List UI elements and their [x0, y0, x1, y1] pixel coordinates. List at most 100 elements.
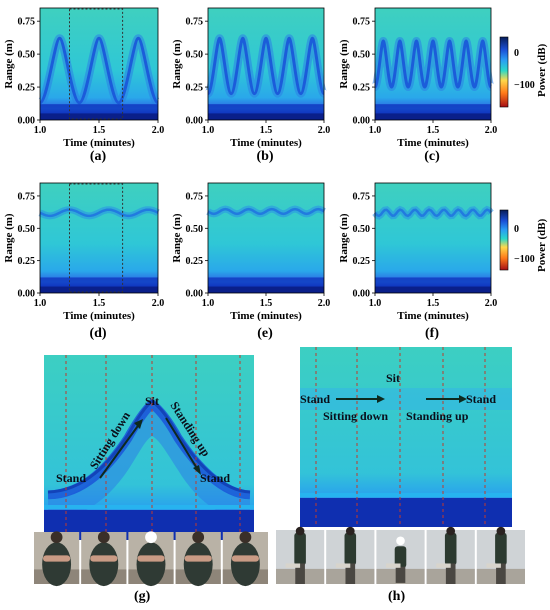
photo-frame [128, 531, 174, 587]
person-torso [344, 532, 357, 566]
person-legs [395, 566, 406, 583]
panel-f-xlabel: Time (minutes) [397, 310, 469, 322]
chair [436, 563, 451, 568]
person-head [192, 531, 205, 544]
panel-d-floor-dark [40, 286, 158, 293]
panel-g-arrow-down [165, 417, 199, 471]
panel-h-label-sitting-down: Sitting down [323, 409, 388, 423]
panel-b-floor-dark [208, 113, 324, 120]
panel-e-heatmap [208, 183, 324, 293]
panel-e-ytick-label: 0.00 [186, 289, 204, 300]
panel-f: 1.0 1.5 2.0 0.00 0.25 0.50 0.75 Time (minutes) R… [338, 182, 498, 341]
photo-frame [276, 526, 325, 584]
panel-c-xlabel: Time (minutes) [397, 137, 469, 149]
panel-f-band [374, 208, 492, 218]
person-arms [137, 555, 165, 562]
panel-a-ytick-label: 0.25 [18, 83, 36, 94]
panel-d-caption: (d) [89, 326, 106, 341]
panel-b-ytick-label: 0.75 [186, 17, 204, 28]
photo-strip-g [34, 531, 268, 587]
panel-h-floor-line [300, 493, 512, 497]
person-torso [89, 542, 119, 587]
panel-b-arches [206, 36, 326, 96]
photo-frame [175, 531, 221, 587]
panel-c-arches [373, 39, 493, 89]
panel-c-ytick-label: 0.25 [353, 83, 371, 94]
panel-c-xtick-label: 1.5 [427, 125, 440, 136]
panel-g-label-sit: Sit [145, 394, 159, 408]
panel-c-ytick-label: 0.50 [353, 50, 371, 61]
person-torso [136, 542, 166, 587]
person-torso [444, 532, 457, 566]
panel-e-ytick-label: 0.75 [186, 191, 204, 202]
panel-d-xtick-label: 1.5 [93, 298, 106, 309]
panel-a-ylabel: Range (m) [3, 39, 15, 89]
panel-d-xlabel: Time (minutes) [63, 310, 135, 322]
panel-e-ytick-label: 0.25 [186, 256, 204, 267]
panel-b: 1.0 1.5 2.0 0.00 0.25 0.50 0.75 Time (minutes) R… [171, 7, 331, 164]
photo-strip-h [276, 526, 525, 584]
panel-f-ylabel: Range (m) [338, 213, 350, 263]
photo-frame [376, 530, 425, 584]
panel-c-floor-dark [375, 113, 491, 120]
panel-f-xtick-label: 1.5 [427, 298, 440, 309]
person-arms [184, 555, 212, 562]
panel-d-xtick-label: 2.0 [152, 298, 165, 309]
photo-frame [34, 531, 80, 587]
panel-e-band [207, 207, 325, 216]
person-legs [345, 563, 356, 584]
colorbar-top-label: Power (dB) [536, 43, 548, 97]
panel-e-ylabel: Range (m) [171, 213, 183, 263]
panel-a-xtick-label: 1.0 [34, 125, 47, 136]
person-head [239, 531, 252, 544]
panel-c-ytick-label: 0.00 [353, 116, 371, 127]
panel-e-caption: (e) [257, 326, 273, 341]
colorbar-bottom-tick-0: 0 [514, 224, 519, 235]
panel-g-caption: (g) [134, 589, 151, 604]
panel-b-xtick-label: 2.0 [318, 125, 331, 136]
panel-a-ytick-label: 0.75 [18, 17, 36, 28]
chair [386, 563, 401, 568]
panel-e-ytick-label: 0.50 [186, 224, 204, 235]
person-arms [90, 555, 118, 562]
panel-f-caption: (f) [425, 326, 439, 341]
panel-d-highlight-box [69, 183, 124, 293]
panel-h-label-stand-right: Stand [466, 392, 496, 406]
photo-frame [426, 526, 475, 584]
colorbar-top-tick-0: 0 [514, 48, 519, 59]
panel-d-xtick-label: 1.0 [34, 298, 47, 309]
panel-h-floor [300, 498, 512, 527]
panel-a-ytick-label: 0.00 [18, 116, 36, 127]
person-legs [295, 563, 305, 584]
chair [486, 563, 501, 568]
panel-f-xtick-label: 2.0 [485, 298, 498, 309]
panel-a-xtick-label: 1.5 [93, 125, 106, 136]
person-arms [231, 555, 259, 562]
panel-b-xtick-label: 1.0 [202, 125, 215, 136]
panel-h-caption: (h) [388, 589, 405, 604]
panel-f-ytick-label: 0.00 [353, 289, 371, 300]
panel-g-arrow-up [99, 422, 141, 479]
person-torso [42, 542, 72, 587]
panel-f-ytick-label: 0.50 [353, 224, 371, 235]
panel-d-band [39, 208, 159, 218]
chair [335, 563, 351, 568]
chair [285, 563, 301, 568]
panel-g-arch-halo [48, 405, 250, 520]
heatmap-panels: 1.0 1.5 2.0 0.00 0.25 0.50 0.75 Time (minutes) R… [3, 7, 498, 341]
panel-e-xlabel: Time (minutes) [230, 310, 302, 322]
panel-c-ylabel: Range (m) [338, 39, 350, 89]
person-legs [496, 563, 506, 584]
panel-b-xlabel: Time (minutes) [230, 137, 302, 149]
panel-d-heatmap [40, 183, 158, 293]
panel-f-heatmap [375, 183, 491, 293]
panel-e: 1.0 1.5 2.0 0.00 0.25 0.50 0.75 Time (minutes) R… [171, 182, 330, 341]
panel-d-ytick-label: 0.50 [18, 224, 36, 235]
panel-a-heatmap [40, 8, 158, 120]
panel-a-highlight-box [69, 8, 124, 120]
panel-b-xtick-label: 1.5 [260, 125, 273, 136]
panel-d-ylabel: Range (m) [3, 213, 15, 263]
person-torso [230, 542, 260, 587]
panel-g-label-stand-left: Stand [56, 471, 86, 485]
